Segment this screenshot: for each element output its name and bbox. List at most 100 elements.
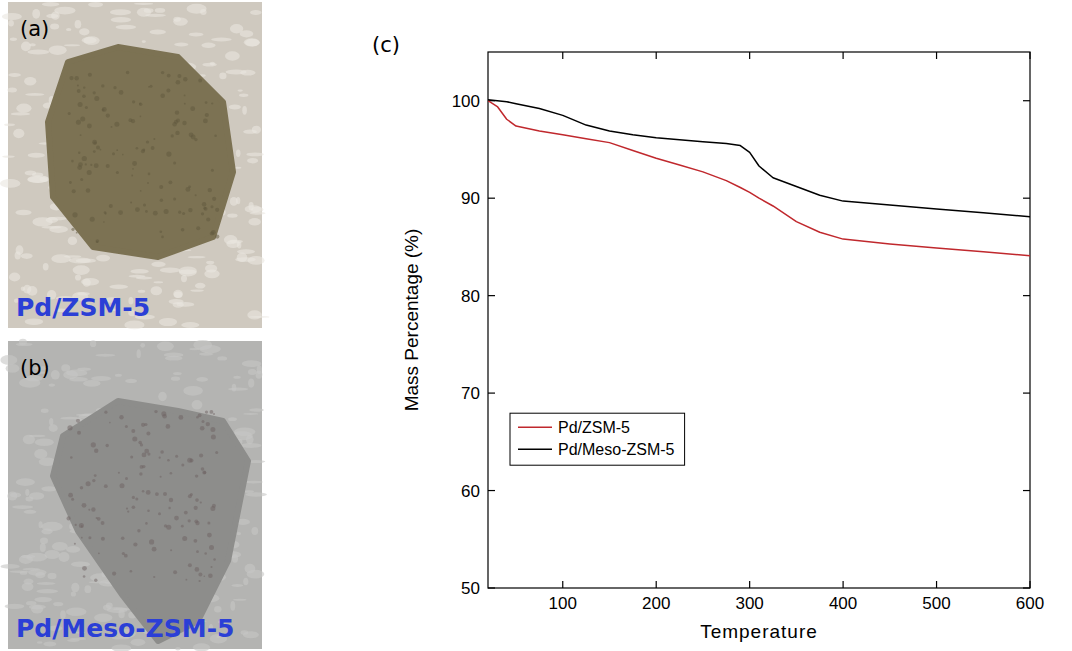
texture: [109, 422, 111, 424]
texture: [88, 2, 103, 7]
texture: [151, 286, 163, 295]
x-tick-label: 400: [829, 594, 857, 613]
texture: [104, 484, 108, 488]
texture: [194, 138, 197, 141]
texture: [0, 355, 17, 365]
texture: [82, 503, 87, 508]
texture: [125, 477, 128, 480]
texture: [76, 258, 96, 263]
texture: [49, 384, 55, 387]
texture: [144, 8, 154, 13]
texture: [248, 379, 254, 388]
x-tick-label: 300: [735, 594, 763, 613]
x-tick-label: 100: [549, 594, 577, 613]
x-tick: [562, 581, 563, 588]
texture: [245, 564, 256, 574]
texture: [188, 519, 191, 522]
panel-letter: (a): [20, 17, 49, 41]
texture: [85, 106, 88, 109]
texture: [86, 481, 91, 486]
y-tick: [1023, 490, 1030, 491]
y-tick: [1023, 392, 1030, 393]
texture: [68, 493, 73, 498]
texture: [19, 555, 33, 564]
texture: [48, 217, 67, 221]
texture: [146, 140, 149, 143]
texture: [69, 181, 72, 184]
texture: [174, 292, 183, 298]
texture: [203, 207, 206, 210]
texture: [77, 89, 81, 93]
texture: [181, 322, 199, 328]
texture: [142, 465, 145, 468]
plot-frame: [488, 52, 1030, 588]
y-tick: [488, 295, 495, 296]
texture: [94, 579, 97, 582]
texture: [106, 444, 109, 447]
texture: [88, 73, 92, 77]
texture: [175, 647, 180, 651]
texture: [113, 86, 116, 89]
texture: [175, 455, 178, 458]
texture: [231, 584, 243, 587]
texture: [81, 537, 83, 539]
x-tick: [749, 52, 750, 59]
texture: [233, 599, 246, 601]
texture: [144, 423, 147, 426]
texture: [111, 17, 132, 23]
texture: [205, 113, 209, 117]
texture: [68, 236, 77, 245]
texture: [213, 558, 216, 561]
texture: [224, 235, 237, 244]
texture: [195, 498, 199, 502]
photo-background: [8, 2, 262, 328]
texture: [212, 504, 216, 508]
texture: [75, 274, 81, 280]
texture: [82, 566, 87, 571]
texture: [202, 420, 205, 423]
texture: [21, 42, 31, 52]
texture: [101, 521, 105, 525]
texture: [204, 269, 219, 278]
texture: [204, 575, 206, 577]
texture: [71, 498, 74, 501]
texture: [246, 435, 254, 445]
texture: [22, 568, 40, 571]
texture: [79, 28, 89, 35]
texture: [212, 197, 216, 201]
texture: [91, 376, 111, 381]
texture: [184, 103, 186, 105]
texture: [101, 84, 104, 87]
texture: [214, 606, 221, 612]
texture: [181, 464, 184, 467]
texture: [140, 116, 142, 118]
texture: [194, 506, 198, 510]
texture: [145, 14, 166, 17]
texture: [0, 179, 20, 188]
texture: [181, 525, 184, 528]
texture: [83, 86, 85, 88]
texture: [0, 564, 19, 569]
texture: [129, 275, 146, 278]
texture: [115, 374, 122, 377]
texture: [211, 169, 214, 172]
texture: [144, 449, 149, 454]
texture: [50, 24, 59, 30]
legend-box: [510, 413, 685, 465]
texture: [161, 411, 166, 416]
texture: [188, 208, 192, 212]
texture: [238, 90, 243, 92]
texture: [160, 450, 164, 454]
texture: [150, 85, 153, 88]
texture: [172, 122, 176, 126]
texture: [210, 427, 215, 432]
texture: [234, 427, 255, 436]
texture: [121, 537, 125, 541]
texture: [93, 91, 96, 94]
x-tick: [656, 52, 657, 59]
texture: [80, 178, 83, 181]
texture: [70, 456, 73, 459]
texture: [51, 370, 60, 380]
texture: [94, 163, 99, 168]
texture: [140, 190, 142, 192]
